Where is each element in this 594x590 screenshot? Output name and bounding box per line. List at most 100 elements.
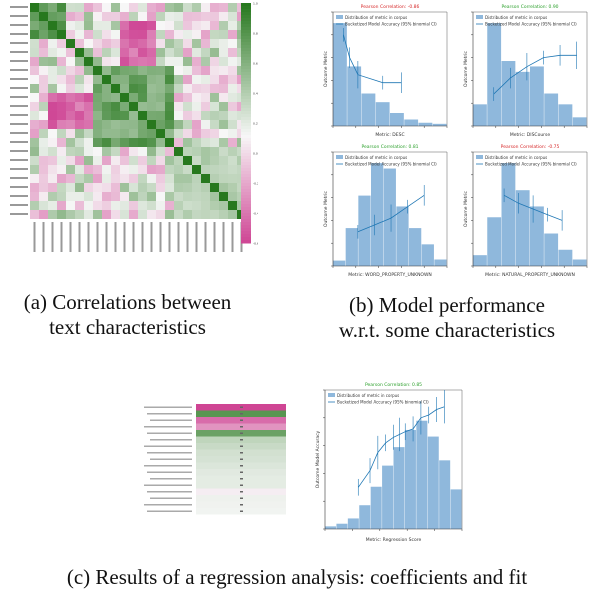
- colorbar-tick-label: 0.0: [253, 152, 258, 156]
- legend-label-line: Bucketized Model Accuracy (95% binomial …: [345, 22, 437, 27]
- heatmap-cell: [210, 147, 219, 156]
- heatmap-cell: [30, 120, 39, 129]
- heatmap-cell: [183, 57, 192, 66]
- histogram-bar: [572, 259, 587, 266]
- col-label: [42, 222, 45, 252]
- col-label: [132, 222, 135, 252]
- heatmap-cell: [75, 147, 84, 156]
- heatmap-cell: [228, 39, 237, 48]
- heatmap-cell: [30, 210, 39, 219]
- colorbar-segment: [241, 12, 251, 16]
- heatmap-cell: [192, 147, 201, 156]
- heatmap-cell: [120, 48, 129, 57]
- heatmap-cell: [129, 30, 138, 39]
- heatmap-cell: [138, 138, 147, 147]
- heatmap-cell: [39, 3, 48, 12]
- caption-a-line2: text characteristics: [49, 315, 206, 339]
- histogram-bar: [544, 93, 559, 126]
- heatmap-cell: [75, 84, 84, 93]
- legend-label-hist: Distribution of metric in corpus: [485, 15, 547, 20]
- heatmap-cell: [102, 66, 111, 75]
- coefficient-row-label: [150, 497, 192, 499]
- heatmap-cell: [84, 75, 93, 84]
- row-label: [10, 168, 28, 170]
- heatmap-cell: [192, 120, 201, 129]
- heatmap-cell: [102, 138, 111, 147]
- col-label: [168, 222, 171, 252]
- heatmap-cell: [48, 39, 57, 48]
- heatmap-cell: [30, 111, 39, 120]
- colorbar-segment: [241, 147, 251, 151]
- heatmap-cell: [228, 48, 237, 57]
- heatmap-cell: [174, 12, 183, 21]
- col-label: [87, 222, 90, 252]
- heatmap-cell: [39, 111, 48, 120]
- heatmap-cell: [30, 93, 39, 102]
- heatmap-cell: [39, 120, 48, 129]
- colorbar-segment: [241, 90, 251, 94]
- heatmap-cell: [174, 129, 183, 138]
- heatmap-cell: [84, 129, 93, 138]
- heatmap-cell: [102, 156, 111, 165]
- heatmap-cell: [156, 48, 165, 57]
- coefficient-value: [240, 452, 243, 454]
- colorbar-segment: [241, 39, 251, 43]
- histogram-bar: [501, 163, 516, 266]
- heatmap-cell: [111, 120, 120, 129]
- heatmap-cell: [57, 3, 66, 12]
- heatmap-cell: [219, 192, 228, 201]
- heatmap-cell: [102, 3, 111, 12]
- heatmap-cell: [147, 120, 156, 129]
- colorbar-segment: [241, 162, 251, 166]
- heatmap-cell: [75, 111, 84, 120]
- histogram-bar: [416, 420, 428, 529]
- heatmap-cell: [30, 183, 39, 192]
- y-axis-label: Outcome Metric: [323, 51, 329, 87]
- colorbar-segment: [241, 198, 251, 202]
- heatmap-cell: [93, 192, 102, 201]
- panel-b4-chart: Pearson Correlation: -0.75 Distribution o…: [463, 144, 588, 278]
- heatmap-cell: [228, 129, 237, 138]
- heatmap-cell: [75, 3, 84, 12]
- heatmap-cell: [147, 183, 156, 192]
- heatmap-cell: [30, 165, 39, 174]
- heatmap-cell: [57, 75, 66, 84]
- heatmap-cell: [156, 111, 165, 120]
- colorbar-segment: [241, 210, 251, 214]
- heatmap-cell: [156, 183, 165, 192]
- heatmap-cell: [192, 39, 201, 48]
- heatmap-cell: [129, 66, 138, 75]
- heatmap-cell: [147, 102, 156, 111]
- heatmap-cell: [174, 210, 183, 219]
- row-label: [10, 141, 28, 143]
- colorbar-segment: [241, 180, 251, 184]
- heatmap-cell: [165, 156, 174, 165]
- histogram-bar: [333, 23, 347, 127]
- heatmap-cell: [147, 39, 156, 48]
- heatmap-cell: [30, 147, 39, 156]
- heatmap-cell: [129, 156, 138, 165]
- heatmap-cell: [183, 12, 192, 21]
- heatmap-cell: [174, 102, 183, 111]
- heatmap-cell: [165, 84, 174, 93]
- heatmap-cell: [138, 165, 147, 174]
- x-axis-label: Metric: WORD_PROPERTY_UNKNOWN: [348, 272, 432, 278]
- heatmap-cell: [147, 192, 156, 201]
- heatmap-cell: [84, 120, 93, 129]
- heatmap-cell: [30, 84, 39, 93]
- heatmap-cell: [156, 3, 165, 12]
- heatmap-cell: [183, 147, 192, 156]
- heatmap-cell: [201, 174, 210, 183]
- heatmap-cell: [147, 30, 156, 39]
- colorbar-tick-label: -0.6: [253, 242, 258, 246]
- heatmap-cell: [228, 12, 237, 21]
- heatmap-cell: [156, 30, 165, 39]
- heatmap-cell: [57, 57, 66, 66]
- heatmap-cell: [84, 30, 93, 39]
- heatmap-cell: [75, 192, 84, 201]
- heatmap-cell: [48, 129, 57, 138]
- heatmap-cell: [183, 201, 192, 210]
- heatmap-cell: [111, 66, 120, 75]
- heatmap-cell: [219, 156, 228, 165]
- heatmap-cell: [93, 57, 102, 66]
